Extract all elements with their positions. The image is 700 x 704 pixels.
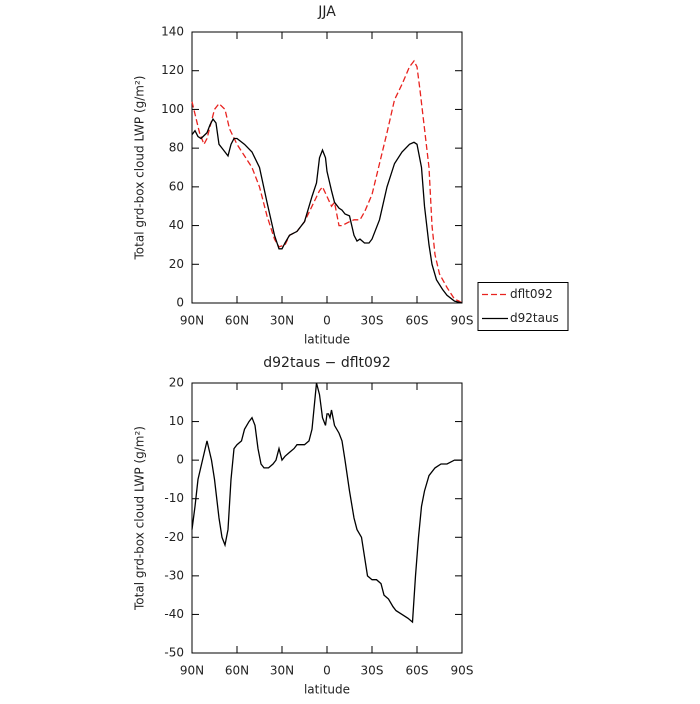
x-tick-label: 60N <box>225 314 249 328</box>
y-tick-label: 100 <box>161 102 184 116</box>
x-tick-label: 0 <box>323 664 331 678</box>
y-tick-label: -10 <box>164 491 184 505</box>
x-tick-label: 60S <box>406 314 429 328</box>
y-tick-label: -20 <box>164 530 184 544</box>
x-tick-label: 0 <box>323 314 331 328</box>
legend-label: d92taus <box>510 311 559 325</box>
chart-title: d92taus − dflt092 <box>263 355 390 371</box>
y-tick-label: 60 <box>169 179 184 193</box>
x-tick-label: 30S <box>361 664 384 678</box>
plot-frame <box>191 382 463 654</box>
x-tick-label: 90N <box>180 664 204 678</box>
y-tick-label: -50 <box>164 646 184 660</box>
data-line <box>191 382 462 624</box>
y-tick-label: 0 <box>176 296 184 310</box>
data-line <box>191 59 463 304</box>
y-tick-label: 120 <box>161 63 184 77</box>
y-tick-label: -30 <box>164 568 184 582</box>
y-tick-label: 140 <box>161 25 184 39</box>
y-tick-label: 10 <box>169 414 184 428</box>
x-tick-label: 60N <box>225 664 249 678</box>
x-tick-label: 90S <box>451 314 474 328</box>
y-tick-label: 40 <box>169 218 184 232</box>
x-tick-label: 90N <box>180 314 204 328</box>
data-line <box>191 117 463 304</box>
y-tick-label: 0 <box>176 453 184 467</box>
chart-title: JJA <box>317 4 336 20</box>
x-tick-label: 60S <box>406 664 429 678</box>
y-tick-label: -40 <box>164 607 184 621</box>
x-tick-label: 90S <box>451 664 474 678</box>
x-tick-label: 30N <box>270 664 294 678</box>
y-tick-label: 80 <box>169 141 184 155</box>
legend-label: dflt092 <box>510 287 553 301</box>
y-tick-label: 20 <box>169 257 184 271</box>
legend-box <box>477 282 569 331</box>
y-axis-label: Total grd-box cloud LWP (g/m²) <box>133 76 147 261</box>
x-axis-label: latitude <box>304 683 350 697</box>
y-tick-label: 20 <box>169 376 184 390</box>
x-axis-label: latitude <box>304 333 350 347</box>
x-tick-label: 30N <box>270 314 294 328</box>
x-tick-label: 30S <box>361 314 384 328</box>
y-axis-label: Total grd-box cloud LWP (g/m²) <box>133 426 147 611</box>
